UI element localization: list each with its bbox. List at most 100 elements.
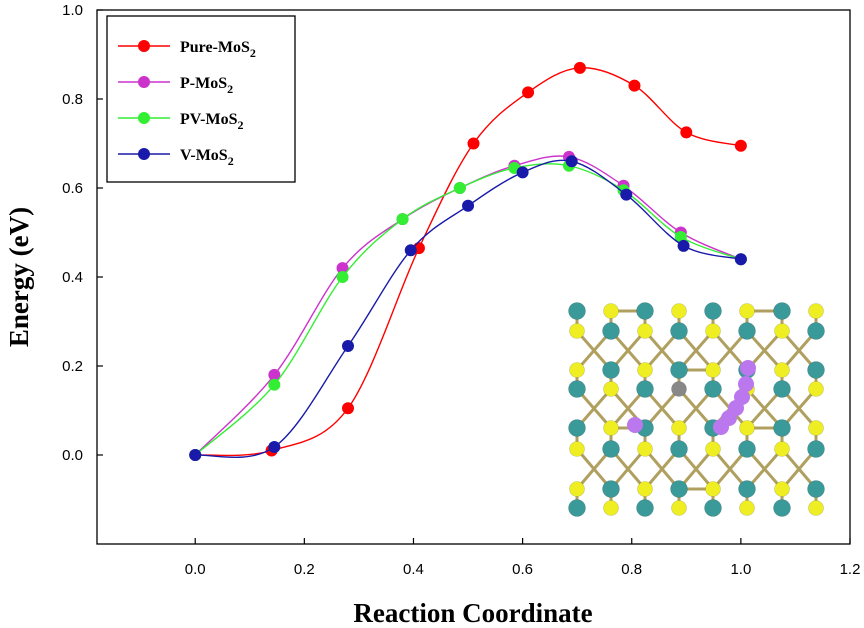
legend-item: PV-MoS2 (118, 111, 243, 132)
legend-swatch-marker (138, 40, 150, 52)
s-atom (774, 362, 790, 378)
legend-label-name: PV-MoS (180, 111, 238, 128)
bond (677, 388, 715, 429)
legend-swatch-marker (138, 76, 150, 88)
bond (780, 448, 818, 490)
series-1 (189, 150, 747, 461)
y-tick-label: 0.0 (62, 447, 83, 464)
s-atom (774, 481, 790, 497)
inset-bonds (575, 309, 818, 508)
s-atom (637, 481, 653, 497)
legend-label: P-MoS2 (180, 75, 233, 96)
x-tick-label: 0.8 (621, 561, 642, 578)
data-point (404, 244, 417, 257)
data-point (734, 253, 747, 266)
x-tick-label: 1.2 (840, 561, 861, 578)
s-atom (671, 420, 687, 436)
x-tick-label: 0.4 (403, 561, 424, 578)
legend-item: P-MoS2 (118, 75, 233, 96)
path-atom (627, 417, 643, 433)
s-atom (739, 500, 755, 516)
mo-atom (568, 499, 586, 517)
x-tick-label: 1.0 (730, 561, 751, 578)
mo-atom (773, 302, 791, 320)
x-tick-label: 0.2 (294, 561, 315, 578)
legend-item: V-MoS2 (118, 147, 234, 168)
legend-swatch-marker (138, 112, 150, 124)
mo-atom (568, 380, 586, 398)
data-point (453, 182, 466, 194)
mo-atom (807, 322, 825, 340)
s-atom (569, 323, 585, 339)
bond (677, 330, 715, 371)
data-point (516, 166, 529, 179)
x-tick-label: 0.0 (185, 561, 206, 578)
bond (575, 330, 613, 371)
data-point (565, 155, 578, 168)
legend-item: Pure-MoS2 (118, 39, 256, 60)
mo-atom (738, 480, 756, 498)
x-axis-label: Reaction Coordinate (353, 598, 592, 628)
mo-atom (602, 480, 620, 498)
legend-swatch-marker (138, 148, 150, 160)
data-point (396, 213, 409, 226)
s-atom (808, 303, 824, 319)
s-atom (671, 500, 687, 516)
mo-atom (670, 361, 688, 379)
s-atom (671, 303, 687, 319)
bond (711, 330, 749, 371)
legend-label-name: P-MoS (180, 75, 227, 92)
s-atom (637, 362, 653, 378)
legend-label-subscript: 2 (228, 154, 234, 168)
s-atom (569, 441, 585, 457)
mo-atom (636, 302, 654, 320)
data-point (573, 61, 586, 74)
mo-atom (807, 361, 825, 379)
bond (677, 448, 715, 490)
s-atom (808, 381, 824, 397)
data-point (680, 126, 693, 139)
bond (609, 388, 647, 429)
mo-atom (568, 302, 586, 320)
data-point (342, 402, 354, 415)
bond (643, 330, 681, 371)
data-point (734, 139, 747, 152)
legend-label-subscript: 2 (227, 82, 233, 96)
path-atom (740, 360, 756, 376)
y-axis-label: Energy (eV) (4, 207, 34, 347)
mo-atom (602, 361, 620, 379)
s-atom (569, 362, 585, 378)
series-3 (189, 155, 747, 461)
s-atom (569, 481, 585, 497)
mo-atom (807, 480, 825, 498)
mos2-structure-inset (568, 302, 825, 517)
s-atom (603, 381, 619, 397)
mo-atom (704, 302, 722, 320)
y-tick-label: 0.8 (62, 91, 83, 108)
s-atom (637, 323, 653, 339)
legend-label-name: Pure-MoS (180, 39, 250, 56)
legend-label: V-MoS2 (180, 147, 234, 168)
mo-atom (636, 499, 654, 517)
s-atom (705, 323, 721, 339)
s-atom (808, 420, 824, 436)
inset-atoms (568, 302, 825, 517)
s-atom (637, 441, 653, 457)
bond (780, 388, 818, 429)
legend-label-subscript: 2 (237, 118, 243, 132)
mo-atom (602, 440, 620, 458)
bond (609, 448, 647, 490)
data-point (268, 368, 281, 381)
bond (745, 448, 784, 490)
diffusion-path (627, 360, 756, 435)
data-point (336, 262, 349, 275)
bond (643, 388, 681, 429)
s-atom (774, 323, 790, 339)
s-atom (808, 500, 824, 516)
y-tick-label: 0.6 (62, 180, 83, 197)
mo-atom (773, 380, 791, 398)
mo-atom (670, 480, 688, 498)
mo-atom (602, 322, 620, 340)
